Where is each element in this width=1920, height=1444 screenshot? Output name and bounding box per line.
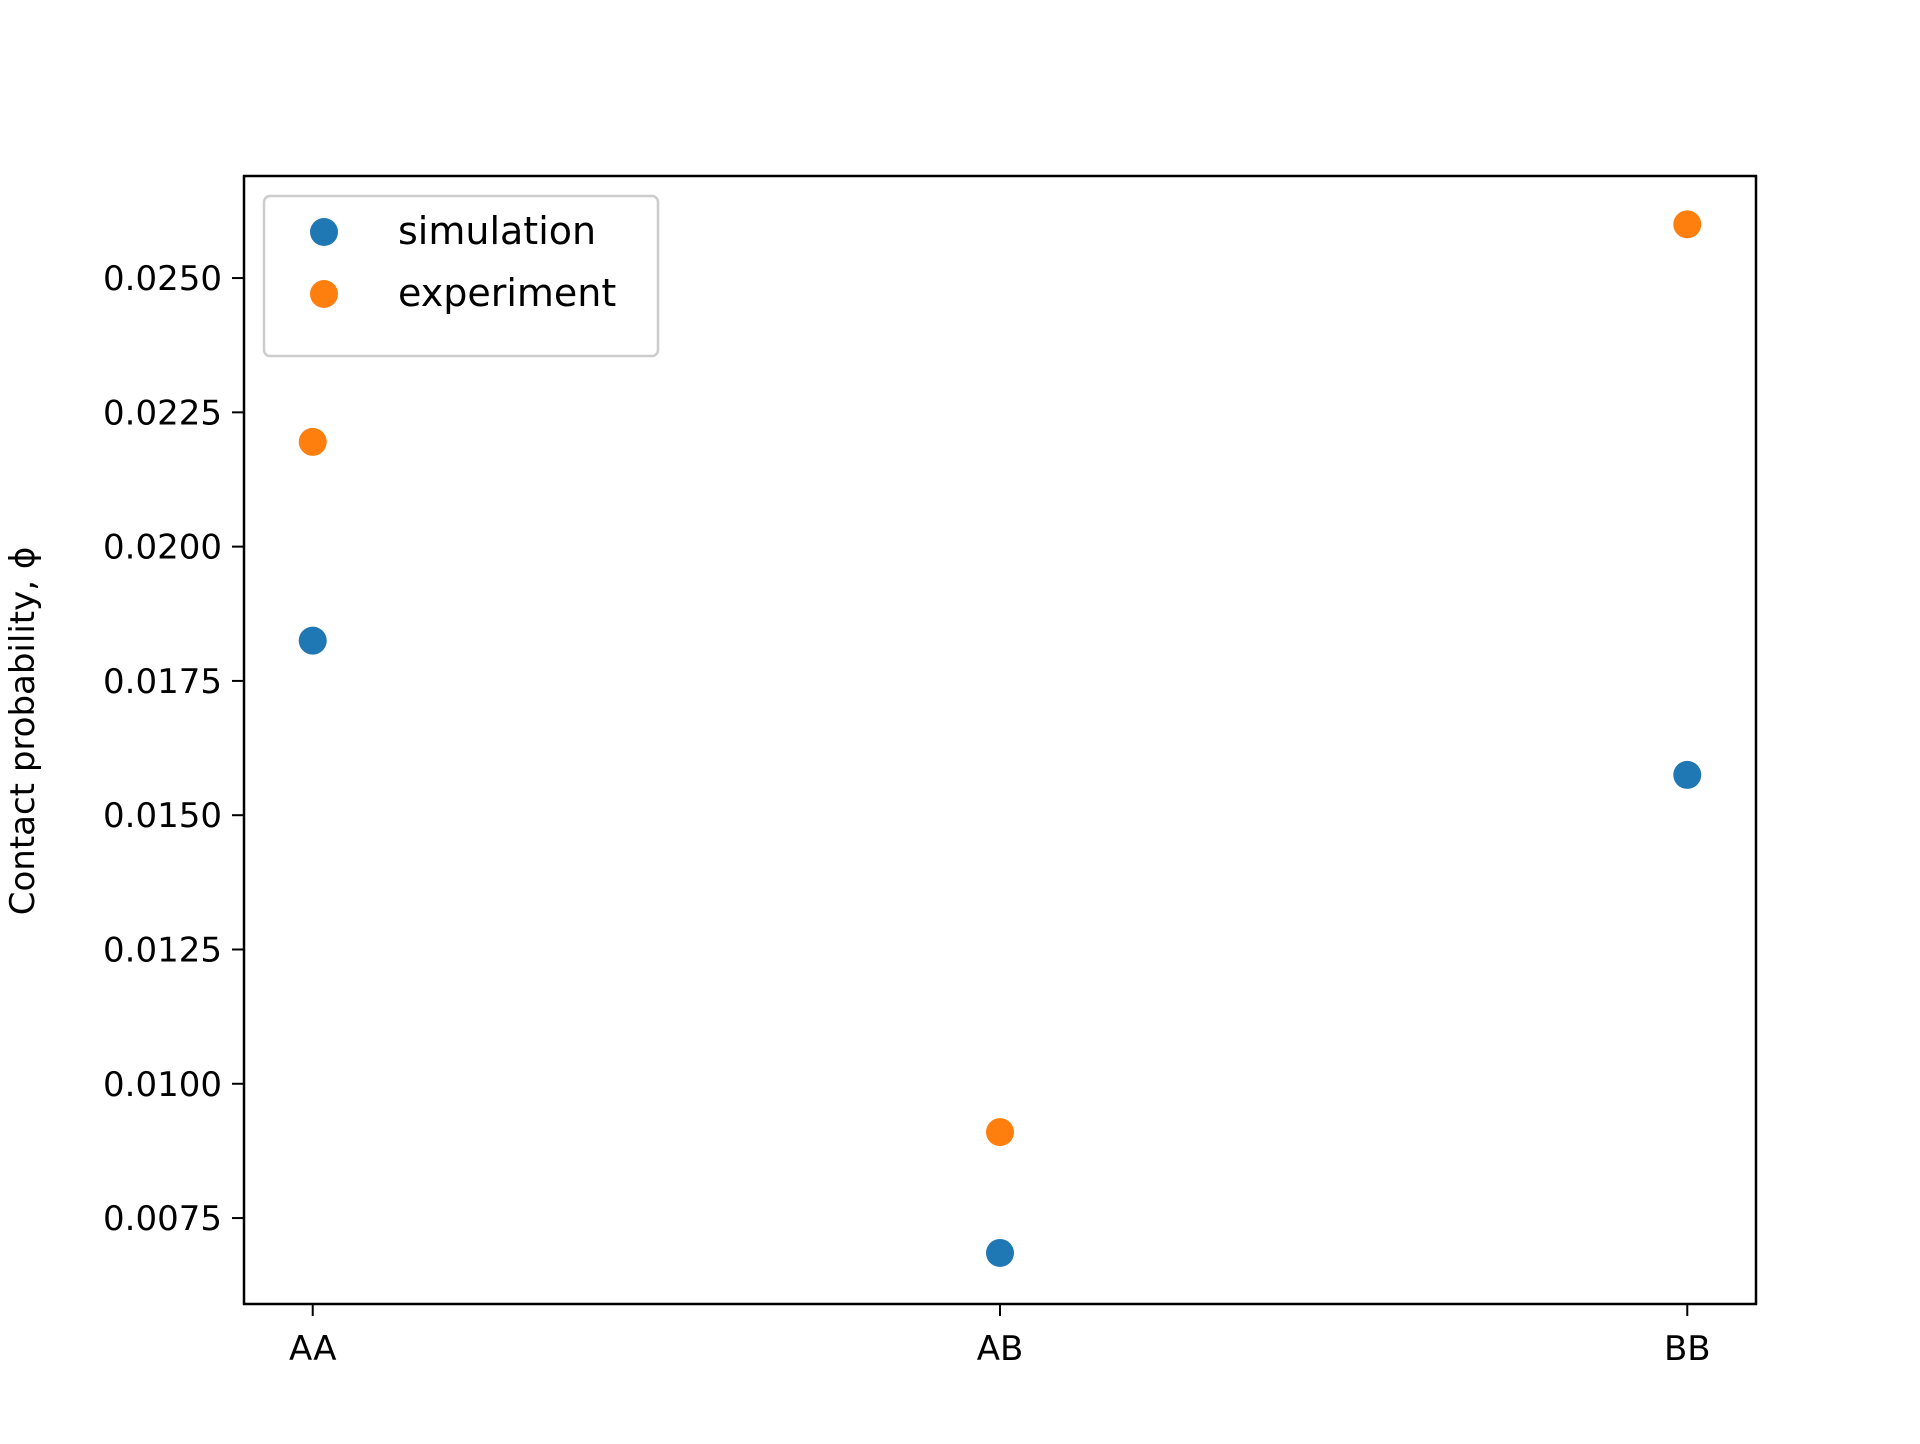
data-point-experiment-BB [1673,210,1702,239]
y-axis-label: Contact probability, ϕ [3,547,43,916]
y-tick-label: 0.0125 [103,930,222,970]
y-tick-label: 0.0175 [103,662,222,702]
y-tick-label: 0.0075 [103,1199,222,1239]
data-point-simulation-AB [986,1238,1014,1267]
x-tick-label: AB [977,1329,1024,1369]
y-tick-label: 0.0250 [103,259,222,299]
legend-box [262,194,660,358]
data-point-simulation-BB [1673,760,1702,789]
legend-label-experiment: experiment [398,271,616,315]
y-tick-label: 0.0150 [103,796,222,836]
legend-marker-simulation [310,218,338,246]
x-tick-label: BB [1664,1329,1711,1369]
legend-marker-experiment [310,280,338,308]
legend: simulation experiment [262,194,660,358]
data-point-experiment-AA [298,427,327,456]
y-tick-label: 0.0200 [103,528,222,568]
data-point-simulation-AA [298,626,327,655]
y-tick-label: 0.0100 [103,1065,222,1105]
y-tick-label: 0.0225 [103,393,222,433]
legend-label-simulation: simulation [398,209,596,253]
x-tick-label: AA [289,1329,336,1369]
data-point-experiment-AB [986,1118,1014,1147]
data-points [298,210,1702,1267]
axes: 0.0075 0.0100 0.0125 0.0150 0.0175 0.0200 0.02… [103,174,1758,1369]
